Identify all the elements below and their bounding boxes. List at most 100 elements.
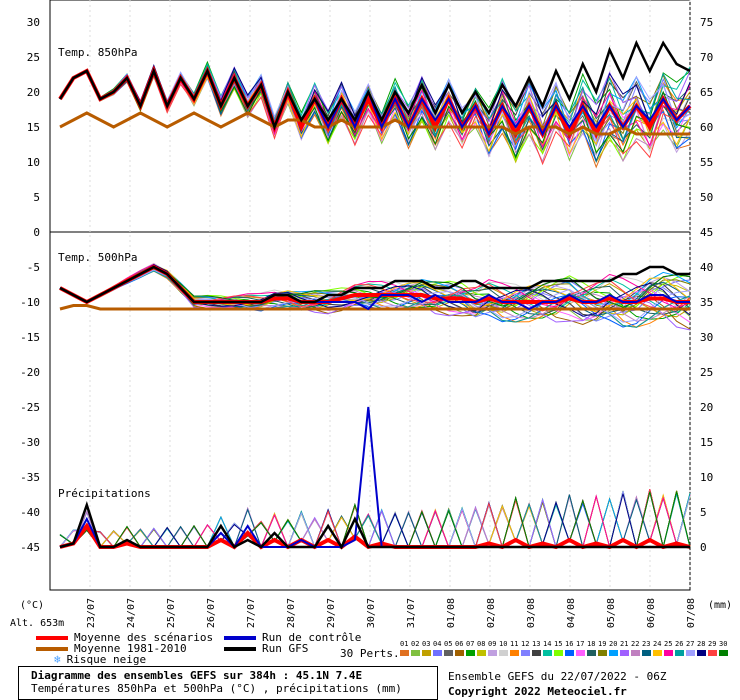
legend-climat-label: Moyenne 1981-2010 (74, 642, 187, 655)
y-tick-right-bottom: 25 (700, 366, 713, 379)
series-climat-500 (59, 304, 690, 311)
x-tick-date: 31/07 (406, 598, 417, 628)
ensemble-number: 07 (466, 640, 475, 648)
y-tick-right-top: 60 (700, 121, 713, 134)
legend-neige: ❄ Risque neige (54, 653, 146, 666)
altitude-label: Alt. 653m (10, 618, 64, 629)
ensemble-number: 21 (620, 640, 629, 648)
ensemble-color-swatch (642, 650, 651, 656)
y-tick-right-bottom: 15 (700, 436, 713, 449)
legend-swatch-red (36, 636, 68, 640)
snowflake-icon: ❄ (54, 653, 61, 666)
ensemble-number: 14 (543, 640, 552, 648)
y-tick-right-top: 75 (700, 16, 713, 29)
ensemble-number: 13 (532, 640, 541, 648)
y-tick-500: -40 (20, 506, 40, 519)
y-tick-850: 10 (27, 156, 40, 169)
ensemble-number: 02 (411, 640, 420, 648)
ensemble-color-swatch (466, 650, 475, 656)
panel-label-precip: Précipitations (58, 487, 151, 500)
ensemble-member-precip (59, 494, 691, 549)
panel-label-500: Temp. 500hPa (58, 251, 137, 264)
ensemble-number: 09 (488, 640, 497, 648)
x-tick-date: 07/08 (686, 598, 697, 628)
ensemble-number: 17 (576, 640, 585, 648)
ensemble-number: 25 (664, 640, 673, 648)
legend-climat: Moyenne 1981-2010 (36, 642, 187, 655)
ensemble-number: 08 (477, 640, 486, 648)
y-tick-850: 25 (27, 51, 40, 64)
y-tick-right-bottom: 10 (700, 471, 713, 484)
y-tick-right-bottom: 40 (700, 261, 713, 274)
x-tick-date: 03/08 (526, 598, 537, 628)
ensemble-member-precip (59, 493, 691, 548)
ensemble-color-swatch (400, 650, 409, 656)
left-unit-label: (°C) (20, 600, 44, 611)
ensemble-number: 11 (510, 640, 519, 648)
ensemble-color-swatch (620, 650, 629, 656)
ensemble-number: 03 (422, 640, 431, 648)
y-tick-right-bottom: 35 (700, 296, 713, 309)
ensemble-member-precip (59, 494, 691, 549)
chart-subtitle: Températures 850hPa et 500hPa (°C) , pré… (31, 682, 402, 695)
ensemble-color-swatch (554, 650, 563, 656)
ensemble-number: 18 (587, 640, 596, 648)
ensemble-member-precip (59, 495, 691, 549)
ensemble-number: 24 (653, 640, 662, 648)
ensemble-number: 01 (400, 640, 409, 648)
y-tick-right-bottom: 0 (700, 541, 707, 554)
ensemble-color-swatch (499, 650, 508, 656)
x-tick-date: 04/08 (566, 598, 577, 628)
y-tick-right-top: 55 (700, 156, 713, 169)
y-tick-500: -15 (20, 331, 40, 344)
y-tick-500: -10 (20, 296, 40, 309)
ensemble-number: 27 (686, 640, 695, 648)
ensemble-color-swatch (631, 650, 640, 656)
legend-controle: Run de contrôle (224, 631, 361, 644)
ensemble-color-swatch (444, 650, 453, 656)
x-tick-date: 26/07 (206, 598, 217, 628)
ensemble-color-swatch (708, 650, 717, 656)
y-tick-right-top: 65 (700, 86, 713, 99)
ensemble-number: 26 (675, 640, 684, 648)
legend-neige-label: Risque neige (66, 653, 147, 666)
ensemble-color-swatch (675, 650, 684, 656)
ensemble-number: 06 (455, 640, 464, 648)
ensemble-color-swatch (565, 650, 574, 656)
series-gfs-precip (59, 501, 690, 550)
legend-controle-label: Run de contrôle (262, 631, 362, 644)
y-tick-850: 15 (27, 121, 40, 134)
main-series-lines (58, 39, 692, 550)
ensemble-number: 15 (554, 640, 563, 648)
x-tick-date: 01/08 (446, 598, 457, 628)
ensemble-member-precip (59, 493, 691, 549)
y-tick-500: -30 (20, 436, 40, 449)
ensemble-color-swatch (576, 650, 585, 656)
ensemble-color-swatch (532, 650, 541, 656)
y-tick-850: 0 (33, 226, 40, 239)
ensemble-color-swatch (543, 650, 552, 656)
ensemble-member-precip (59, 493, 691, 549)
x-tick-date: 06/08 (646, 598, 657, 628)
x-tick-date: 28/07 (286, 598, 297, 628)
ensemble-color-swatch (488, 650, 497, 656)
ensemble-member-precip (59, 494, 691, 548)
x-tick-date: 24/07 (126, 598, 137, 628)
legend-swatch-black (224, 647, 256, 651)
ensemble-number: 20 (609, 640, 618, 648)
y-tick-right-top: 45 (700, 226, 713, 239)
ensemble-number: 30 (719, 640, 728, 648)
y-tick-850: 30 (27, 16, 40, 29)
ensemble-color-swatch (719, 650, 728, 656)
ensemble-color-swatch (521, 650, 530, 656)
legend-swatch-brown (36, 647, 68, 651)
legend-gfs-label: Run GFS (262, 642, 309, 655)
right-unit-label: (mm) (708, 600, 732, 611)
legend-moyenne: Moyenne des scénarios (36, 631, 213, 644)
y-tick-right-bottom: 20 (700, 401, 713, 414)
ensemble-color-swatch (653, 650, 662, 656)
legend-swatch-blue (224, 636, 256, 640)
y-tick-right-bottom: 5 (700, 506, 707, 519)
x-tick-date: 23/07 (86, 598, 97, 628)
